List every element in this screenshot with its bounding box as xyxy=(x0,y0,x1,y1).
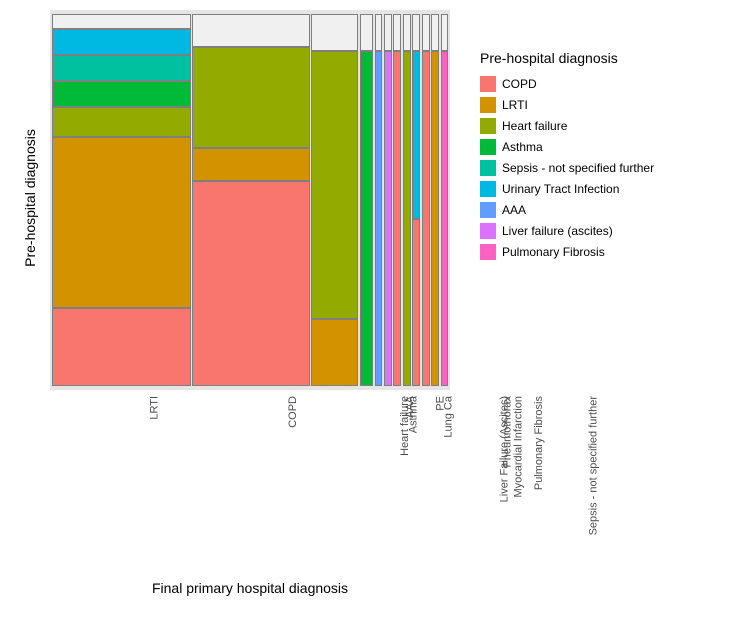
mosaic-cell xyxy=(360,51,373,386)
mosaic-cell xyxy=(384,51,392,386)
legend-swatch xyxy=(480,244,496,260)
mosaic-cell xyxy=(52,14,191,29)
legend-swatch xyxy=(480,181,496,197)
legend-item: COPD xyxy=(480,76,654,92)
mosaic-cell xyxy=(431,14,439,51)
mosaic-cell xyxy=(192,148,310,182)
legend-swatch xyxy=(480,118,496,134)
legend-label: LRTI xyxy=(502,98,528,112)
legend-label: Heart failure xyxy=(502,119,567,133)
x-tick-label: COPD xyxy=(287,396,299,428)
mosaic-cell xyxy=(52,81,191,107)
mosaic-cell xyxy=(422,51,430,386)
mosaic-cell xyxy=(311,319,358,386)
legend-item: Sepsis - not specified further xyxy=(480,160,654,176)
mosaic-cell xyxy=(412,14,420,51)
x-axis-title: Final primary hospital diagnosis xyxy=(50,580,450,596)
mosaic-cell xyxy=(360,14,373,51)
mosaic-cell xyxy=(431,51,439,386)
legend: Pre-hospital diagnosis COPD LRTI Heart fai… xyxy=(480,50,654,265)
mosaic-cell xyxy=(52,308,191,386)
legend-label: AAA xyxy=(502,203,526,217)
legend-swatch xyxy=(480,97,496,113)
mosaic-cell xyxy=(192,14,310,48)
mosaic-cell xyxy=(412,51,420,219)
mosaic-cell xyxy=(403,14,411,51)
legend-swatch xyxy=(480,139,496,155)
mosaic-cell xyxy=(403,51,411,386)
legend-label: Sepsis - not specified further xyxy=(502,161,654,175)
mosaic-cell xyxy=(393,51,401,386)
mosaic-cell xyxy=(52,137,191,308)
mosaic-cell xyxy=(375,51,383,386)
mosaic-cell xyxy=(52,29,191,55)
x-tick-label: AAA xyxy=(404,396,416,418)
legend-swatch xyxy=(480,160,496,176)
legend-label: COPD xyxy=(502,77,537,91)
mosaic-cell xyxy=(192,181,310,386)
legend-label: Urinary Tract Infection xyxy=(502,182,619,196)
mosaic-cell xyxy=(375,14,383,51)
legend-label: Liver failure (ascites) xyxy=(502,224,613,238)
x-tick-label: Myocardial Infarction xyxy=(512,396,524,498)
mosaic-cell xyxy=(311,14,358,51)
legend-swatch xyxy=(480,202,496,218)
x-tick-label: LRTI xyxy=(149,396,161,420)
mosaic-cell xyxy=(441,51,449,386)
mosaic-cell xyxy=(384,14,392,51)
x-tick-label: Sepsis - not specified further xyxy=(588,396,600,535)
x-tick-label: PE xyxy=(435,396,447,411)
x-tick-label: Pulmonary Fibrosis xyxy=(533,396,545,490)
legend-item: Pulmonary Fibrosis xyxy=(480,244,654,260)
legend-label: Pulmonary Fibrosis xyxy=(502,245,605,259)
legend-swatch xyxy=(480,76,496,92)
mosaic-cell xyxy=(52,55,191,81)
legend-label: Asthma xyxy=(502,140,543,154)
legend-item: AAA xyxy=(480,202,654,218)
legend-title: Pre-hospital diagnosis xyxy=(480,50,654,66)
legend-item: LRTI xyxy=(480,97,654,113)
mosaic-cell xyxy=(393,14,401,51)
mosaic-cell xyxy=(311,51,358,319)
legend-item: Liver failure (ascites) xyxy=(480,223,654,239)
x-tick-label: Pneumothorax xyxy=(501,396,513,468)
mosaic-cell xyxy=(412,219,420,387)
mosaic-cell xyxy=(422,14,430,51)
y-axis-title: Pre-hospital diagnosis xyxy=(22,108,38,288)
mosaic-cell xyxy=(52,107,191,137)
legend-item: Urinary Tract Infection xyxy=(480,181,654,197)
legend-item: Heart failure xyxy=(480,118,654,134)
mosaic-cell xyxy=(441,14,449,51)
mosaic-cell xyxy=(192,47,310,148)
legend-item: Asthma xyxy=(480,139,654,155)
legend-swatch xyxy=(480,223,496,239)
